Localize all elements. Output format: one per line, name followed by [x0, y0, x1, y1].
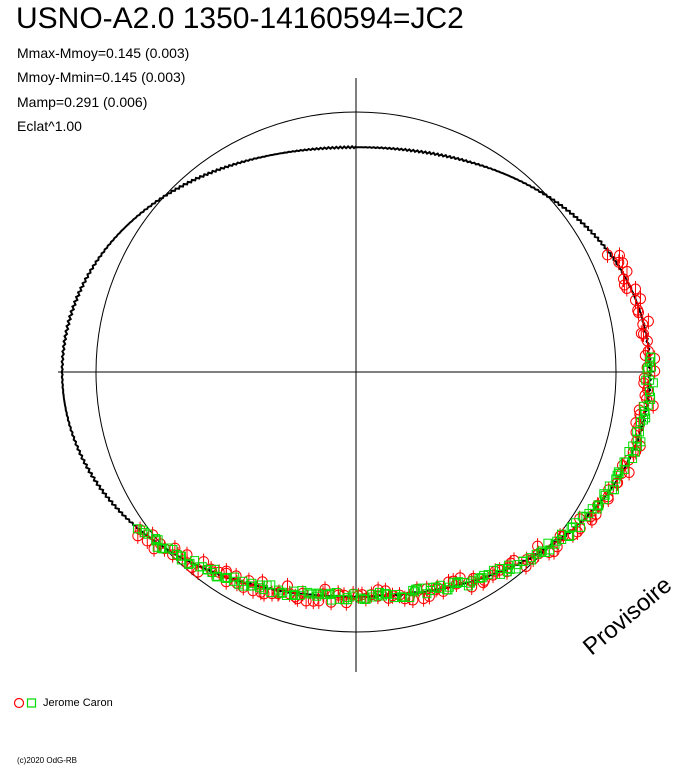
data-point-square	[276, 588, 286, 598]
data-point-square	[410, 587, 420, 597]
data-point-square	[640, 410, 650, 419]
data-point-square	[594, 501, 604, 511]
data-point-square	[411, 584, 421, 594]
data-point-square	[550, 539, 560, 549]
legend-label: Jerome Caron	[43, 697, 113, 709]
data-point-square	[398, 593, 408, 602]
data-point-square	[138, 525, 148, 535]
data-point-square	[132, 524, 142, 534]
data-point-square	[391, 590, 401, 600]
data-point-square	[584, 508, 594, 518]
data-point-square	[536, 547, 546, 557]
data-point-square	[474, 573, 484, 583]
data-point-square	[607, 485, 617, 495]
data-point-square	[648, 378, 658, 388]
stat-mmax-mmoy: Mmax-Mmoy=0.145 (0.003)	[17, 45, 190, 61]
data-point-square	[246, 581, 256, 591]
data-point-square	[494, 564, 504, 573]
data-point-square	[543, 538, 553, 548]
legend-markers-icon	[13, 697, 37, 709]
data-point-square	[611, 474, 621, 484]
data-point-square	[322, 590, 332, 600]
data-point-square	[312, 591, 322, 601]
data-point-square	[449, 577, 459, 587]
data-point-square	[238, 581, 248, 591]
data-point-square	[153, 535, 163, 545]
legend: Jerome Caron	[13, 697, 113, 709]
data-point-square	[339, 595, 349, 605]
data-point-square	[325, 588, 335, 598]
data-point-square	[326, 595, 336, 605]
data-point-square	[635, 427, 644, 437]
data-point-square	[646, 394, 656, 404]
data-point-square	[505, 564, 515, 574]
data-point-square	[552, 536, 562, 546]
data-point-square	[567, 522, 577, 532]
observations-circles	[132, 246, 661, 611]
stat-mmoy-mmin: Mmoy-Mmin=0.145 (0.003)	[17, 69, 186, 85]
data-point-square	[454, 577, 464, 587]
data-point-square	[643, 363, 653, 373]
data-point-square	[195, 562, 205, 572]
data-point-square	[428, 582, 438, 592]
data-point-square	[557, 535, 567, 544]
data-point-square	[577, 511, 587, 521]
data-point-square	[537, 546, 547, 556]
data-point-square	[367, 589, 377, 599]
data-point-square	[222, 572, 232, 582]
observations-squares	[132, 352, 658, 605]
data-point-square	[184, 560, 194, 569]
data-point-square	[185, 558, 195, 568]
copyright-notice: (c)2020 OdG-RB	[17, 756, 78, 765]
data-point-square	[600, 495, 609, 505]
data-point-square	[359, 594, 369, 604]
data-point-square	[599, 489, 609, 499]
data-point-square	[540, 548, 550, 557]
data-point-square	[642, 365, 652, 375]
data-point-square	[636, 417, 645, 427]
data-point-square	[468, 576, 478, 586]
data-point-square	[463, 581, 473, 591]
data-point-square	[477, 573, 487, 583]
data-point-square	[164, 543, 174, 553]
data-point-square	[389, 593, 399, 603]
data-point-square	[158, 544, 168, 554]
data-point-square	[288, 589, 298, 599]
reference-circle	[95, 111, 617, 633]
data-point-square	[479, 570, 489, 580]
data-point-square	[368, 592, 378, 602]
data-point-square	[614, 468, 624, 478]
data-point-square	[408, 585, 418, 595]
data-point-square	[587, 504, 597, 514]
chart-title: USNO-A2.0 1350-14160594=JC2	[16, 2, 464, 35]
data-point-square	[331, 588, 341, 597]
data-point-square	[373, 590, 383, 600]
data-point-square	[613, 467, 623, 477]
data-point-square	[380, 588, 390, 598]
data-point-square	[531, 549, 541, 559]
data-point-square	[630, 447, 640, 457]
stat-mamp: Mamp=0.291 (0.006)	[17, 94, 148, 110]
stat-eclat: Eclat^1.00	[17, 118, 82, 134]
data-point-square	[632, 441, 642, 451]
data-point-square	[444, 582, 454, 592]
data-point-square	[639, 415, 648, 425]
data-point-square	[422, 589, 432, 599]
data-point-square	[557, 529, 566, 539]
